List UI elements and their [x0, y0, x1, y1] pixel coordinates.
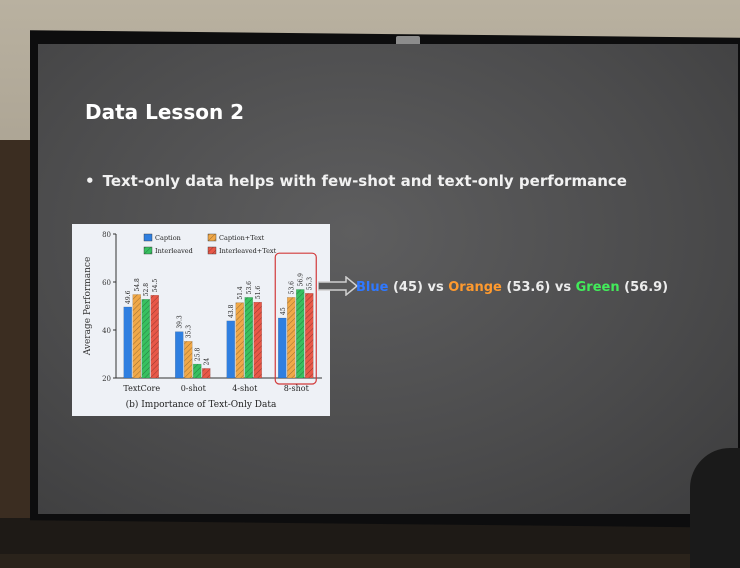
data-label: 25.8 [195, 348, 202, 362]
legend-label: Interleaved [155, 247, 193, 255]
bar [305, 293, 314, 379]
data-label: 56.9 [298, 273, 305, 287]
audience-head [690, 448, 740, 568]
x-tick-label: 0-shot [181, 384, 207, 393]
bullet-text: Text-only data helps with few-shot and t… [102, 172, 627, 190]
y-tick-label: 80 [102, 231, 111, 239]
legend-label: Caption+Text [219, 234, 265, 242]
y-axis-label: Average Performance [83, 257, 93, 357]
bar [150, 294, 159, 379]
legend-label: Caption [155, 234, 181, 242]
legend-swatch [143, 233, 153, 242]
slide-bullet: • Text-only data helps with few-shot and … [85, 172, 627, 190]
data-label: 24 [204, 358, 211, 366]
data-label: 53.6 [289, 281, 296, 295]
bar [226, 320, 235, 379]
vs-2: vs [554, 280, 572, 295]
bar [278, 317, 287, 379]
bar [244, 297, 253, 379]
legend-swatch [207, 246, 217, 255]
legend-label: Interleaved+Text [219, 247, 277, 255]
arrow-icon [318, 276, 358, 296]
blue-value: (45) [392, 280, 423, 295]
bar [175, 331, 184, 379]
data-label: 43.8 [228, 304, 235, 318]
bullet-dot: • [85, 172, 95, 190]
y-tick-label: 40 [102, 327, 111, 335]
blue-label: Blue [356, 280, 389, 295]
x-tick-label: TextCore [123, 384, 160, 393]
orange-label: Orange [448, 280, 502, 295]
y-tick-label: 60 [102, 279, 111, 287]
bar [141, 299, 150, 379]
bar [132, 294, 141, 379]
green-value: (56.9) [624, 280, 669, 295]
comparison-text: Blue (45) vs Orange (53.6) vs Green (56.… [356, 280, 668, 295]
bar-chart: 20 40 60 80 Average Performance Caption Captio… [83, 231, 322, 393]
data-label: 39.3 [177, 315, 184, 329]
x-tick-label: 4-shot [232, 384, 258, 393]
slide-title: Data Lesson 2 [85, 100, 245, 124]
data-label: 54.8 [134, 278, 141, 292]
data-label: 51.6 [255, 286, 262, 300]
data-label: 35.3 [186, 325, 193, 339]
bar [253, 301, 262, 379]
legend-swatch [143, 246, 153, 255]
data-label: 45 [280, 307, 287, 315]
bar [202, 368, 211, 379]
figure-caption: (b) Importance of Text-Only Data [125, 400, 277, 410]
data-label: 54.5 [152, 279, 159, 293]
bar [235, 302, 244, 379]
orange-value: (53.6) [506, 280, 551, 295]
data-label: 55.3 [307, 277, 314, 291]
data-label: 49.6 [125, 290, 132, 304]
x-tick-label: 8-shot [284, 384, 310, 393]
data-label: 53.6 [246, 281, 253, 295]
vs-1: vs [427, 280, 444, 295]
green-label: Green [575, 280, 620, 295]
data-label: 51.4 [237, 286, 244, 300]
bar [287, 297, 296, 379]
y-tick-label: 20 [102, 375, 111, 383]
data-label: 52.8 [143, 283, 150, 297]
legend-swatch [207, 233, 217, 242]
bar [184, 341, 193, 379]
bar [296, 289, 305, 379]
bar [193, 363, 202, 379]
highlight-box [274, 252, 317, 385]
bar [123, 306, 132, 379]
